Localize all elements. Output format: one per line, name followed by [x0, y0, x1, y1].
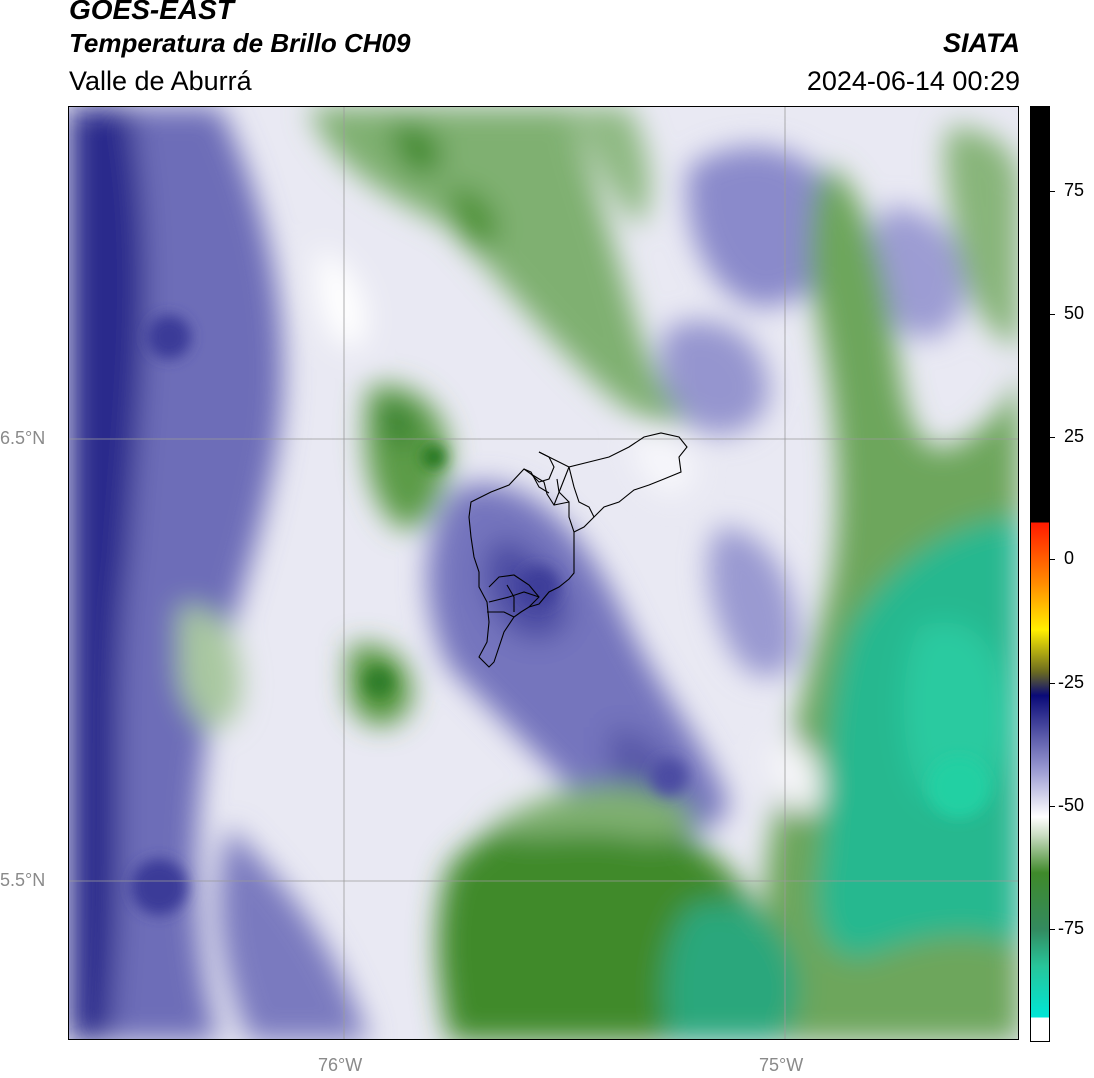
boundary-inner-3: [488, 574, 540, 608]
colorbar-tick-mark: [1049, 806, 1055, 807]
datetime-label: 2024-06-14 00:29: [806, 66, 1020, 96]
boundary-inner-1: [523, 468, 550, 494]
satellite-title: GOES-EAST: [69, 0, 234, 25]
boundary-north: [553, 432, 688, 533]
organization-label: SIATA: [943, 28, 1020, 58]
boundary-inner-2: [568, 466, 595, 518]
boundary-inner-6: [487, 611, 515, 618]
colorbar-tick-mark: [1049, 314, 1055, 315]
colorbar-tick-minus75: -75: [1058, 918, 1085, 938]
colorbar-tick-mark: [1049, 191, 1055, 192]
fine-detail: [131, 315, 989, 915]
boundary-inner-5: [506, 584, 515, 612]
colorbar: [1030, 106, 1050, 1042]
lat-label-6-5n: 6.5°N: [0, 428, 46, 448]
boundary-inner-9: [556, 478, 570, 503]
colorbar-tick-mark: [1049, 559, 1055, 560]
boundary-inner-4: [488, 591, 540, 603]
colorbar-tick-mark: [1049, 929, 1055, 930]
lat-label-5-5n: 5.5°N: [0, 870, 46, 890]
boundary-outer-south: [468, 468, 575, 668]
colorbar-tick-minus50: -50: [1058, 795, 1085, 815]
map-canvas: [69, 107, 1018, 1039]
colorbar-tick-25: 25: [1064, 426, 1085, 446]
colorbar-tick-50: 50: [1064, 303, 1085, 323]
lon-label-75w: 75°W: [759, 1055, 804, 1075]
temperature-field: [69, 107, 1018, 1039]
colorbar-tick-minus25: -25: [1058, 672, 1085, 692]
colorbar-tick-0: 0: [1064, 548, 1075, 568]
brightness-temperature-map[interactable]: [68, 106, 1019, 1040]
region-subtitle: Valle de Aburrá: [69, 66, 252, 96]
colorbar-tick-mark: [1049, 437, 1055, 438]
colorbar-tick-75: 75: [1064, 180, 1085, 200]
graticule: [69, 107, 1018, 1039]
product-title: Temperatura de Brillo CH09: [69, 28, 411, 58]
boundary-inner-8: [538, 451, 570, 468]
colorbar-tick-mark: [1049, 683, 1055, 684]
municipal-boundaries: [468, 432, 688, 668]
lon-label-76w: 76°W: [318, 1055, 363, 1075]
